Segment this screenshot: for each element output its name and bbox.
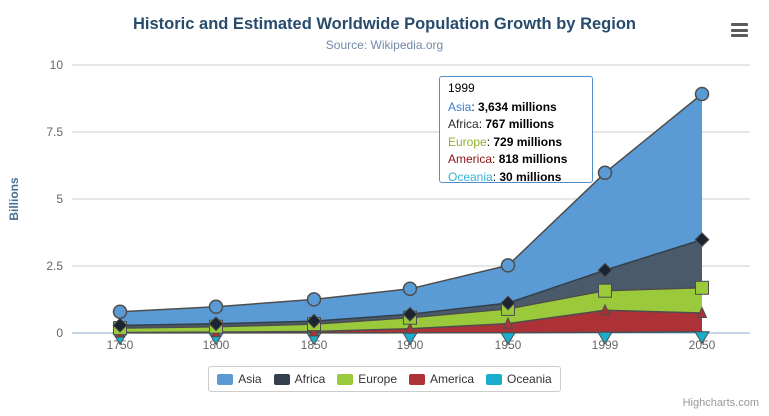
svg-text:1999: 1999 [592,338,619,352]
svg-text:0: 0 [56,326,63,340]
svg-text:2050: 2050 [689,338,716,352]
svg-text:5: 5 [56,192,63,206]
svg-text:1900: 1900 [397,338,424,352]
svg-text:10: 10 [50,58,64,72]
svg-text:Billions: Billions [7,177,21,221]
svg-text:1750: 1750 [107,338,134,352]
svg-text:1850: 1850 [301,338,328,352]
svg-text:1950: 1950 [495,338,522,352]
svg-text:1800: 1800 [203,338,230,352]
svg-text:2.5: 2.5 [46,259,63,273]
svg-text:7.5: 7.5 [46,125,63,139]
